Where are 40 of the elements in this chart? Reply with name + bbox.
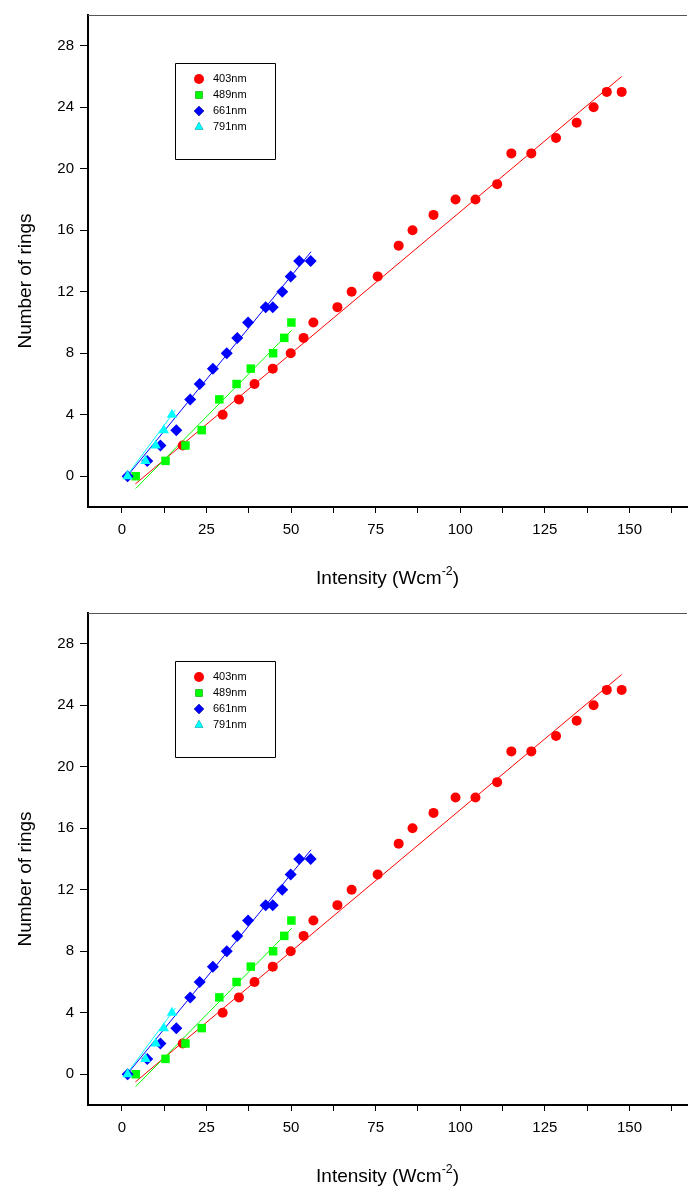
- y-tick-label: 8: [65, 343, 74, 361]
- x-tick-label: 150: [616, 520, 642, 538]
- x-tick-label: 50: [282, 1118, 300, 1136]
- y-tick-label: 28: [57, 633, 74, 651]
- x-tick-label: 50: [282, 520, 300, 538]
- legend-label: 791nm: [213, 120, 247, 133]
- y-tick-label: 0: [65, 466, 74, 484]
- legend-label: 489nm: [213, 88, 247, 101]
- x-tick-label: 0: [117, 1118, 127, 1136]
- legend-label: 661nm: [213, 702, 247, 715]
- x-tick-label: 75: [367, 520, 384, 538]
- x-tick-label: 100: [447, 520, 473, 538]
- x-tick-label: 125: [532, 520, 558, 538]
- y-tick-label: 20: [57, 756, 74, 774]
- y-tick-label: 12: [57, 879, 74, 897]
- legend-label: 661nm: [213, 104, 247, 117]
- y-tick-label: 4: [65, 404, 74, 422]
- y-axis-title: Number of rings: [14, 213, 36, 349]
- y-tick-label: 16: [57, 220, 74, 238]
- y-tick-label: 24: [57, 695, 74, 713]
- legend-label: 791nm: [213, 718, 247, 731]
- y-tick-label: 24: [57, 97, 74, 115]
- y-axis-title: Number of rings: [14, 811, 36, 947]
- legend-label: 489nm: [213, 686, 247, 699]
- y-tick-label: 16: [57, 818, 74, 836]
- y-tick-label: 20: [57, 158, 74, 176]
- x-tick-label: 100: [447, 1118, 473, 1136]
- x-tick-label: 0: [117, 520, 127, 538]
- x-tick-label: 25: [198, 1118, 215, 1136]
- y-tick-label: 0: [65, 1064, 74, 1082]
- x-tick-label: 125: [532, 1118, 558, 1136]
- y-tick-label: 4: [65, 1002, 74, 1020]
- x-tick-label: 25: [198, 520, 215, 538]
- y-tick-label: 12: [57, 281, 74, 299]
- x-tick-label: 75: [367, 1118, 384, 1136]
- y-tick-label: 8: [65, 941, 74, 959]
- legend-label: 403nm: [213, 72, 247, 85]
- x-tick-label: 150: [616, 1118, 642, 1136]
- y-tick-label: 28: [57, 35, 74, 53]
- legend-label: 403nm: [213, 670, 247, 683]
